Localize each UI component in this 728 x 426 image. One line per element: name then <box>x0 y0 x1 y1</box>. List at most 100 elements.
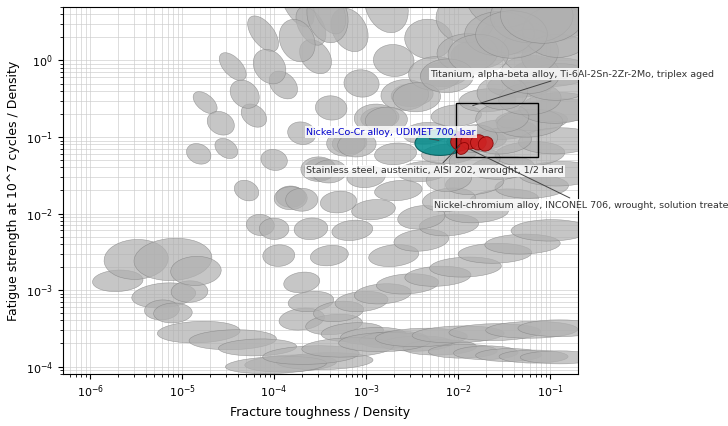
Ellipse shape <box>467 0 542 28</box>
Ellipse shape <box>186 144 211 164</box>
Ellipse shape <box>451 40 506 69</box>
Ellipse shape <box>422 144 476 164</box>
Ellipse shape <box>518 128 596 154</box>
Ellipse shape <box>241 104 266 127</box>
Ellipse shape <box>415 130 468 155</box>
Ellipse shape <box>459 89 516 112</box>
Ellipse shape <box>508 0 593 41</box>
Ellipse shape <box>245 355 336 372</box>
Ellipse shape <box>499 83 561 115</box>
Ellipse shape <box>475 11 547 58</box>
Ellipse shape <box>375 181 422 201</box>
Ellipse shape <box>393 83 440 112</box>
Ellipse shape <box>312 160 347 183</box>
Ellipse shape <box>288 122 316 144</box>
Ellipse shape <box>520 92 596 123</box>
Ellipse shape <box>341 327 406 345</box>
Ellipse shape <box>301 157 336 181</box>
Text: Stainless steel, austenitic, AISI 202, wrought, 1/2 hard: Stainless steel, austenitic, AISI 202, w… <box>306 146 564 175</box>
Ellipse shape <box>502 29 558 74</box>
Ellipse shape <box>499 350 568 363</box>
Ellipse shape <box>365 0 408 33</box>
Ellipse shape <box>215 138 237 158</box>
Ellipse shape <box>426 167 472 192</box>
Ellipse shape <box>518 320 601 337</box>
Ellipse shape <box>157 321 240 343</box>
Ellipse shape <box>454 346 518 360</box>
Ellipse shape <box>294 218 328 240</box>
Ellipse shape <box>339 332 430 352</box>
Ellipse shape <box>449 147 500 173</box>
Ellipse shape <box>296 7 326 45</box>
Ellipse shape <box>451 134 470 151</box>
Ellipse shape <box>300 40 331 74</box>
Ellipse shape <box>511 220 589 241</box>
Ellipse shape <box>288 291 333 312</box>
Ellipse shape <box>207 111 234 135</box>
Ellipse shape <box>331 8 368 52</box>
Ellipse shape <box>92 270 143 292</box>
Ellipse shape <box>134 238 212 281</box>
Ellipse shape <box>361 107 399 129</box>
Ellipse shape <box>274 187 307 210</box>
Ellipse shape <box>304 158 336 180</box>
Ellipse shape <box>478 137 493 151</box>
Ellipse shape <box>154 303 192 323</box>
Ellipse shape <box>279 308 325 330</box>
Ellipse shape <box>430 257 502 277</box>
Ellipse shape <box>307 0 348 43</box>
Ellipse shape <box>234 180 258 201</box>
Ellipse shape <box>456 143 469 154</box>
Ellipse shape <box>403 340 477 355</box>
Ellipse shape <box>496 109 568 131</box>
X-axis label: Fracture toughness / Density: Fracture toughness / Density <box>230 406 410 419</box>
Ellipse shape <box>444 201 509 223</box>
Ellipse shape <box>263 245 295 266</box>
Ellipse shape <box>248 16 279 52</box>
Ellipse shape <box>412 326 504 343</box>
Ellipse shape <box>335 291 388 312</box>
Ellipse shape <box>144 300 179 320</box>
Bar <box>456 103 538 157</box>
Ellipse shape <box>480 18 547 54</box>
Ellipse shape <box>518 99 601 122</box>
Ellipse shape <box>391 83 433 106</box>
Ellipse shape <box>376 328 467 347</box>
Ellipse shape <box>472 119 537 139</box>
Ellipse shape <box>355 284 411 304</box>
Ellipse shape <box>193 92 217 113</box>
Ellipse shape <box>403 122 448 144</box>
Text: Nickel-Co-Cr alloy, UDIMET 700, bar: Nickel-Co-Cr alloy, UDIMET 700, bar <box>306 128 476 141</box>
Ellipse shape <box>226 357 327 374</box>
Ellipse shape <box>421 62 468 86</box>
Ellipse shape <box>475 103 529 132</box>
Ellipse shape <box>408 57 462 90</box>
Ellipse shape <box>475 348 542 362</box>
Ellipse shape <box>344 70 379 97</box>
Ellipse shape <box>448 35 509 74</box>
Ellipse shape <box>477 76 528 109</box>
Ellipse shape <box>419 214 479 236</box>
Ellipse shape <box>486 321 578 338</box>
Ellipse shape <box>381 80 429 110</box>
Ellipse shape <box>321 322 384 342</box>
Ellipse shape <box>352 199 395 220</box>
Ellipse shape <box>284 272 320 293</box>
Ellipse shape <box>276 186 306 207</box>
Ellipse shape <box>302 338 394 357</box>
Ellipse shape <box>497 109 563 137</box>
Ellipse shape <box>495 175 569 198</box>
Ellipse shape <box>332 220 373 241</box>
Ellipse shape <box>381 336 453 351</box>
Ellipse shape <box>437 34 498 72</box>
Ellipse shape <box>521 351 598 364</box>
Ellipse shape <box>170 256 221 285</box>
Ellipse shape <box>315 96 347 120</box>
Ellipse shape <box>277 353 373 370</box>
Ellipse shape <box>500 0 585 43</box>
Ellipse shape <box>394 229 448 251</box>
Ellipse shape <box>452 125 497 153</box>
Ellipse shape <box>313 0 346 34</box>
Ellipse shape <box>376 274 439 294</box>
Ellipse shape <box>285 188 318 211</box>
